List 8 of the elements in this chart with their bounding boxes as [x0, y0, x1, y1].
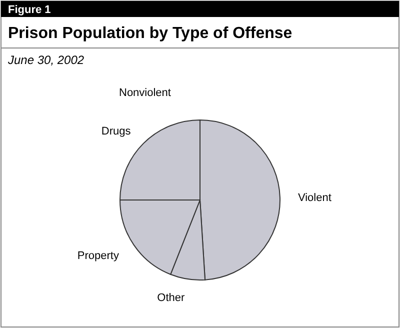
chart-subtitle: June 30, 2002 — [7, 53, 84, 67]
slice-label: Other — [157, 292, 185, 304]
text: Nonviolent — [119, 87, 171, 99]
slice-label: Violent — [298, 192, 332, 204]
slice-label: Drugs — [101, 126, 132, 138]
chart-title: Prison Population by Type of Offense — [8, 25, 292, 42]
slice-label: Property — [77, 250, 120, 262]
caption: Figure 1 — [8, 4, 51, 16]
